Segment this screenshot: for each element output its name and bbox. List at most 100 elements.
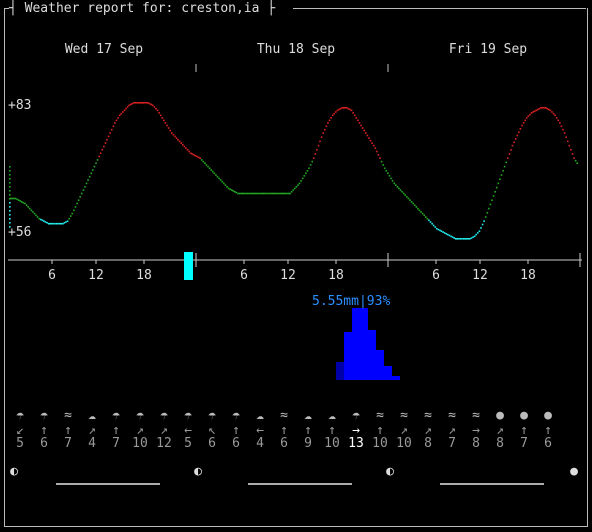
rain-bar xyxy=(376,350,384,380)
temperature-point xyxy=(137,102,140,104)
temperature-point xyxy=(166,124,168,127)
temperature-point xyxy=(114,122,116,124)
temperature-point xyxy=(510,149,512,151)
temperature-point xyxy=(172,133,175,136)
temperature-point xyxy=(58,222,61,225)
temperature-point xyxy=(347,107,350,110)
wind-speed-value: 6 xyxy=(232,436,240,451)
title-text: Weather report for: creston,ia xyxy=(24,1,260,16)
weather-condition-icon: ≈ xyxy=(64,408,72,423)
temperature-point xyxy=(16,198,18,201)
temperature-point xyxy=(245,192,247,195)
temperature-point xyxy=(413,204,416,206)
frame-top-right xyxy=(293,8,586,9)
temperature-point xyxy=(497,182,500,185)
weather-condition-icon: ☂ xyxy=(208,408,216,423)
wind-speed-value: 7 xyxy=(448,436,456,451)
temperature-point xyxy=(380,160,383,163)
hour-tick-label: 6 xyxy=(240,268,248,283)
hour-tick-label: 12 xyxy=(472,268,488,283)
temperature-point xyxy=(508,153,511,155)
temperature-point xyxy=(85,182,88,185)
temperature-point xyxy=(115,119,118,122)
temperature-point xyxy=(407,197,410,200)
temperature-point xyxy=(241,192,244,195)
temperature-point xyxy=(303,175,306,177)
temperature-point xyxy=(576,162,578,164)
temperature-point xyxy=(379,157,381,159)
temperature-point xyxy=(21,201,23,203)
temperature-point xyxy=(417,207,419,210)
temperature-point xyxy=(9,194,11,196)
weather-condition-icon: ≈ xyxy=(400,408,408,423)
temperature-point xyxy=(560,125,563,128)
temperature-point xyxy=(574,159,577,162)
temperature-point xyxy=(369,139,372,142)
wind-speed-value: 7 xyxy=(520,436,528,451)
temperature-point xyxy=(429,221,432,223)
temperature-point xyxy=(118,114,121,117)
temperature-point xyxy=(486,212,489,214)
temperature-point xyxy=(150,103,152,106)
temperature-point xyxy=(330,117,332,119)
wind-direction-icon: ↑ xyxy=(328,423,336,438)
temperature-point xyxy=(24,202,26,205)
weather-condition-icon: ☁ xyxy=(256,408,264,423)
temperature-point xyxy=(286,192,288,195)
wind-speed-value: 13 xyxy=(348,436,364,451)
temperature-point xyxy=(221,180,223,183)
temperature-point xyxy=(514,138,517,140)
temperature-point xyxy=(66,220,69,222)
temperature-point xyxy=(297,184,299,186)
temperature-point xyxy=(87,179,89,181)
temperature-point xyxy=(440,230,443,232)
temperature-point xyxy=(543,107,545,109)
temperature-point xyxy=(374,147,377,149)
temperature-point xyxy=(139,102,141,104)
temperature-point xyxy=(170,132,173,134)
temperature-point xyxy=(522,122,525,124)
wind-direction-icon: ↑ xyxy=(232,423,240,438)
temperature-point xyxy=(462,238,465,240)
temperature-point xyxy=(96,159,99,161)
temperature-point xyxy=(74,206,77,208)
day-label-2: Thu 18 Sep xyxy=(256,42,336,57)
rain-bar xyxy=(352,308,360,380)
rain-bar xyxy=(384,366,392,380)
temperature-point xyxy=(153,106,156,108)
temperature-point xyxy=(448,234,451,237)
temperature-point xyxy=(368,137,370,139)
temperature-point xyxy=(199,157,201,159)
temperature-point xyxy=(134,102,137,104)
temperature-point xyxy=(22,201,25,204)
temperature-point xyxy=(28,207,31,210)
temperature-point xyxy=(254,192,257,195)
temperature-point xyxy=(219,179,222,181)
temperature-point xyxy=(319,140,321,143)
wind-speed-value: 4 xyxy=(256,436,264,451)
temperature-point xyxy=(161,117,164,119)
temperature-point xyxy=(9,214,11,216)
temperature-point xyxy=(9,210,11,212)
temperature-point xyxy=(573,157,575,159)
temperature-point xyxy=(112,125,115,128)
wind-speed-value: 4 xyxy=(88,436,96,451)
moon-phases: ◐ ◐ ◐ ● xyxy=(10,464,578,479)
temperature-point xyxy=(223,182,225,185)
rain-bar xyxy=(360,308,368,380)
temperature-point xyxy=(371,142,373,144)
temperature-point xyxy=(240,192,242,195)
temperature-point xyxy=(443,232,446,234)
temperature-point xyxy=(382,164,384,166)
temperature-point xyxy=(128,104,130,107)
temperature-point xyxy=(492,195,495,197)
temperature-point xyxy=(423,214,425,217)
temperature-point xyxy=(557,119,560,122)
temperature-point xyxy=(9,222,11,224)
weather-condition-icon: ☂ xyxy=(160,408,168,423)
temperature-point xyxy=(361,127,364,129)
temperature-point xyxy=(470,237,473,239)
temperature-point xyxy=(467,238,470,240)
temperature-point xyxy=(401,191,403,193)
temperature-point xyxy=(11,197,14,200)
